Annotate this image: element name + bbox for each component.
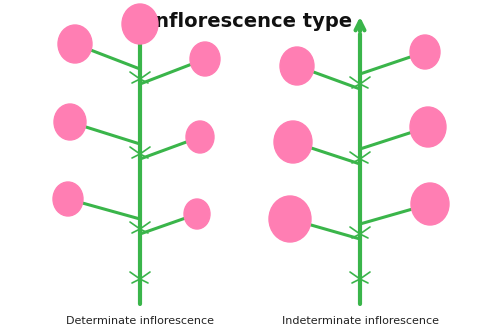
Ellipse shape <box>53 182 83 216</box>
Text: Inflorescence type: Inflorescence type <box>148 12 352 31</box>
Ellipse shape <box>269 196 311 242</box>
Ellipse shape <box>184 199 210 229</box>
Text: Determinate inflorescence: Determinate inflorescence <box>66 316 214 326</box>
Ellipse shape <box>280 47 314 85</box>
Text: Indeterminate inflorescence: Indeterminate inflorescence <box>282 316 438 326</box>
Ellipse shape <box>58 25 92 63</box>
Ellipse shape <box>54 104 86 140</box>
Ellipse shape <box>122 4 158 44</box>
Ellipse shape <box>411 183 449 225</box>
Ellipse shape <box>190 42 220 76</box>
Ellipse shape <box>274 121 312 163</box>
Ellipse shape <box>410 35 440 69</box>
Ellipse shape <box>410 107 446 147</box>
Ellipse shape <box>186 121 214 153</box>
